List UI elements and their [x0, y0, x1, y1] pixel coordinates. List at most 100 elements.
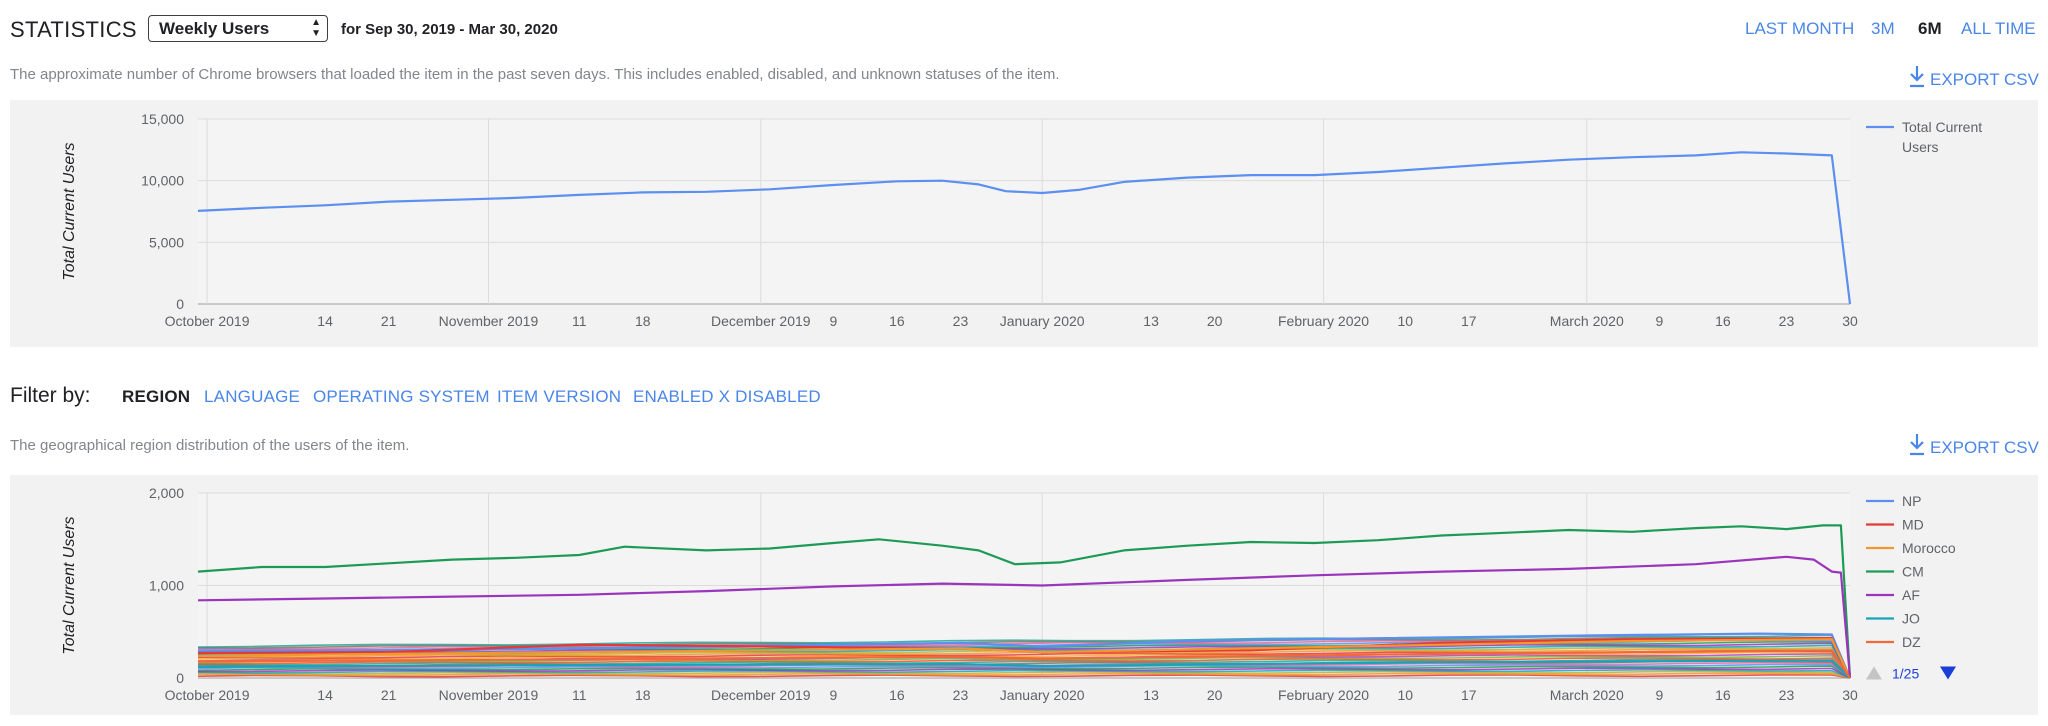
x-tick-label: 13: [1143, 687, 1159, 703]
x-tick-label: 18: [635, 687, 651, 703]
export-csv-label: EXPORT CSV: [1930, 70, 2039, 89]
x-tick-label: January 2020: [1000, 313, 1085, 329]
legend-label: CM: [1902, 564, 1924, 580]
y-tick-label: 0: [176, 670, 184, 686]
minor-series-line: [197, 663, 1851, 679]
region-export-csv-button[interactable]: EXPORT CSV: [1908, 432, 2039, 458]
x-tick-label: 9: [1655, 313, 1663, 329]
series-line-morocco: [197, 638, 1851, 679]
x-tick-label: March 2020: [1550, 687, 1624, 703]
legend-label: AF: [1902, 587, 1920, 603]
x-tick-label: 21: [381, 687, 397, 703]
y-tick-label: 10,000: [141, 173, 184, 189]
date-range: for Sep 30, 2019 - Mar 30, 2020: [341, 21, 558, 38]
x-tick-label: 16: [1715, 313, 1731, 329]
x-tick-label: October 2019: [165, 313, 250, 329]
y-tick-label: 5,000: [149, 234, 184, 250]
x-tick-label: November 2019: [439, 687, 539, 703]
x-tick-label: 11: [572, 313, 587, 329]
x-tick-label: January 2020: [1000, 687, 1085, 703]
minor-series-line: [197, 674, 1851, 679]
legend-prev-icon: [1866, 666, 1882, 680]
x-tick-label: 17: [1461, 687, 1477, 703]
minor-series-line: [197, 670, 1851, 679]
y-tick-label: 0: [176, 296, 184, 312]
minor-series-line: [197, 657, 1851, 679]
series-line-jo: [197, 659, 1851, 679]
series-line-cm: [197, 524, 1852, 679]
metric-select[interactable]: Weekly Users ▲ ▼: [148, 15, 328, 42]
x-tick-label: 21: [381, 313, 397, 329]
legend-label: NP: [1902, 493, 1921, 509]
x-tick-label: 14: [317, 313, 333, 329]
export-csv-button[interactable]: EXPORT CSV: [1908, 64, 2039, 90]
x-tick-label: 23: [1779, 687, 1795, 703]
range-3m[interactable]: 3M: [1871, 19, 1895, 38]
x-tick-label: 20: [1207, 313, 1223, 329]
filter-label: Filter by:: [10, 384, 91, 407]
minor-series-line: [197, 668, 1851, 679]
x-tick-label: 16: [889, 313, 905, 329]
legend-label: Users: [1902, 139, 1939, 155]
minor-series-line: [197, 636, 1851, 679]
x-tick-label: 13: [1143, 313, 1159, 329]
x-tick-label: 23: [1779, 313, 1795, 329]
region-chart-panel: 2,000 1,000 0 October 2019 14 21 November 2019…: [10, 475, 2038, 715]
y-tick-label: 1,000: [149, 578, 184, 594]
range-all-time[interactable]: ALL TIME: [1961, 19, 2036, 38]
minor-series-line: [197, 651, 1851, 679]
x-tick-label: December 2019: [711, 313, 811, 329]
minor-series-line: [197, 665, 1851, 679]
legend-page-label: 1/25: [1892, 666, 1919, 682]
x-tick-label: 16: [1715, 687, 1731, 703]
x-tick-label: 23: [953, 687, 969, 703]
tab-region[interactable]: REGION: [122, 387, 191, 406]
x-tick-label: March 2020: [1550, 313, 1624, 329]
series-line-total-current-users: [197, 151, 1852, 305]
metric-select-value: Weekly Users: [159, 19, 270, 38]
minor-series-line: [197, 642, 1851, 679]
tab-operating-system[interactable]: OPERATING SYSTEM: [313, 387, 490, 406]
x-tick-label: February 2020: [1278, 687, 1369, 703]
x-tick-label: 16: [889, 687, 905, 703]
x-tick-label: 30: [1842, 313, 1858, 329]
x-tick-label: December 2019: [711, 687, 811, 703]
download-icon: [1910, 66, 1924, 88]
tab-language[interactable]: LANGUAGE: [204, 387, 301, 406]
download-icon: [1910, 434, 1924, 456]
range-last-month[interactable]: LAST MONTH: [1745, 19, 1855, 38]
region-description: The geographical region distribution of …: [10, 437, 410, 454]
x-tick-label: 9: [829, 687, 837, 703]
legend-label: Morocco: [1902, 540, 1956, 556]
select-arrows-icon: ▲ ▼: [311, 17, 321, 39]
x-tick-label: 20: [1207, 687, 1223, 703]
y-axis-title: Total Current Users: [61, 142, 78, 280]
y-axis-title: Total Current Users: [61, 516, 78, 654]
plot-area: [198, 119, 1850, 304]
x-tick-label: November 2019: [439, 313, 539, 329]
series-line-np: [197, 632, 1852, 679]
legend-label: JO: [1902, 611, 1920, 627]
x-tick-label: 30: [1842, 687, 1858, 703]
x-tick-label: 10: [1397, 313, 1413, 329]
series-line-dz: [197, 649, 1851, 679]
legend-label: Total Current: [1902, 119, 1982, 135]
tab-item-version[interactable]: ITEM VERSION: [497, 387, 622, 406]
y-tick-label: 15,000: [141, 111, 184, 127]
x-tick-label: 11: [572, 687, 587, 703]
minor-series-line: [197, 672, 1851, 679]
x-tick-label: 18: [635, 313, 651, 329]
x-tick-label: 10: [1397, 687, 1413, 703]
users-description: The approximate number of Chrome browser…: [10, 66, 1060, 83]
x-tick-label: 23: [953, 313, 969, 329]
region-export-csv-label: EXPORT CSV: [1930, 438, 2039, 457]
x-tick-label: 9: [829, 313, 837, 329]
tab-enabled-x-disabled[interactable]: ENABLED X DISABLED: [633, 387, 821, 406]
users-chart-panel: 15,000 10,000 5,000 0 October 2019 14 21 Novemb…: [10, 100, 2038, 347]
range-6m[interactable]: 6M: [1918, 19, 1942, 38]
legend-next-icon[interactable]: [1940, 666, 1956, 680]
y-tick-label: 2,000: [149, 485, 184, 501]
legend-label: MD: [1902, 517, 1924, 533]
legend-label: DZ: [1902, 634, 1921, 650]
